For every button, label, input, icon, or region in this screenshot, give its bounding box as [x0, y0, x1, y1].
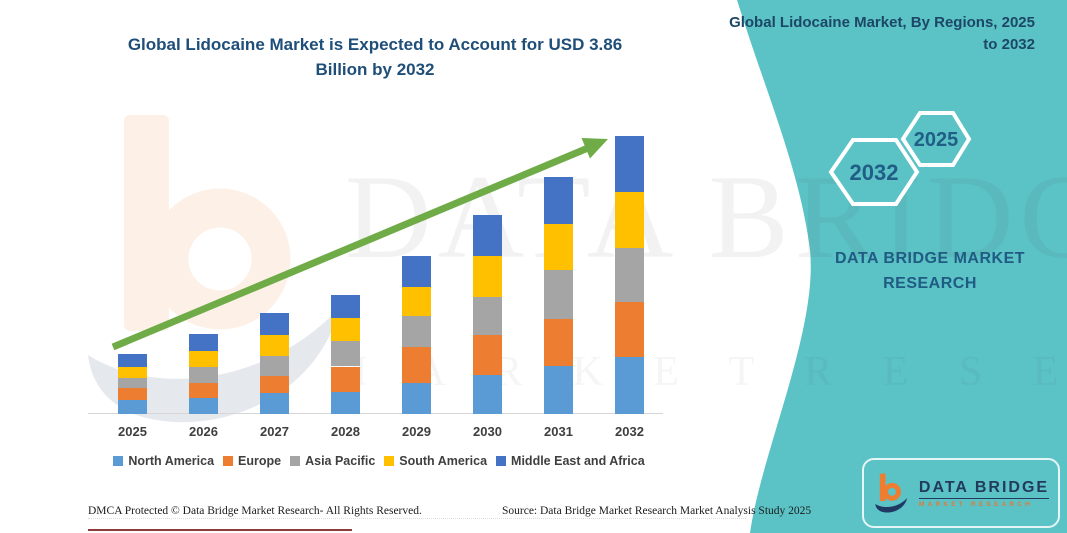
bar-2029-segment-asia-pacific [402, 316, 431, 348]
bottom-maroon-line [88, 529, 352, 531]
footer-separator [88, 518, 746, 519]
source-text: Source: Data Bridge Market Research Mark… [502, 505, 812, 517]
faded-logo-b-bowl [149, 188, 291, 330]
legend-label: Middle East and Africa [511, 454, 645, 468]
databridge-logo-card: DATA BRIDGE MARKET RESEARCH [862, 458, 1060, 528]
x-axis-line [88, 413, 663, 414]
legend-label: North America [128, 454, 215, 468]
legend-item-north-america: North America [113, 454, 214, 468]
legend-swatch [496, 456, 507, 466]
x-axis-label-2031: 2031 [544, 424, 573, 439]
dmca-text: DMCA Protected © Data Bridge Market Rese… [88, 505, 422, 517]
legend-item-europe: Europe [223, 454, 281, 468]
watermark-line2: M A R K E T R E S E A R C H [330, 349, 1067, 395]
faded-databridge-logo [88, 115, 340, 423]
brand-text: DATA BRIDGE MARKET RESEARCH [834, 250, 1026, 292]
legend-item-asia-pacific: Asia Pacific [290, 454, 375, 468]
bar-2029-segment-south-america [402, 287, 431, 317]
side-panel-header: Global Lidocaine Market, By Regions, 202… [729, 14, 1035, 53]
x-axis-label-2030: 2030 [473, 424, 502, 439]
logo-subtext: MARKET RESEARCH [918, 500, 1034, 508]
logo-name-text: DATA BRIDGE [918, 478, 1050, 496]
legend-item-middle-east-and-africa: Middle East and Africa [496, 454, 645, 468]
legend-item-south-america: South America [384, 454, 487, 468]
databridge-logo-icon [875, 473, 908, 513]
x-axis-label-2029: 2029 [402, 424, 431, 439]
legend-label: Asia Pacific [305, 454, 376, 468]
x-axis-label-2032: 2032 [615, 424, 644, 439]
legend-swatch [223, 456, 234, 466]
legend-swatch [113, 456, 124, 466]
legend-swatch [290, 456, 301, 466]
legend-label: Europe [238, 454, 282, 468]
logo-divider [918, 497, 1050, 499]
legend-label: South America [399, 454, 488, 468]
chart-legend: North America Europe Asia Pacific South Ame… [88, 454, 670, 468]
bar-2030-segment-asia-pacific [473, 296, 502, 335]
legend-swatch [384, 456, 395, 466]
chart-title: Global Lidocaine Market is Expected to A… [127, 35, 623, 79]
